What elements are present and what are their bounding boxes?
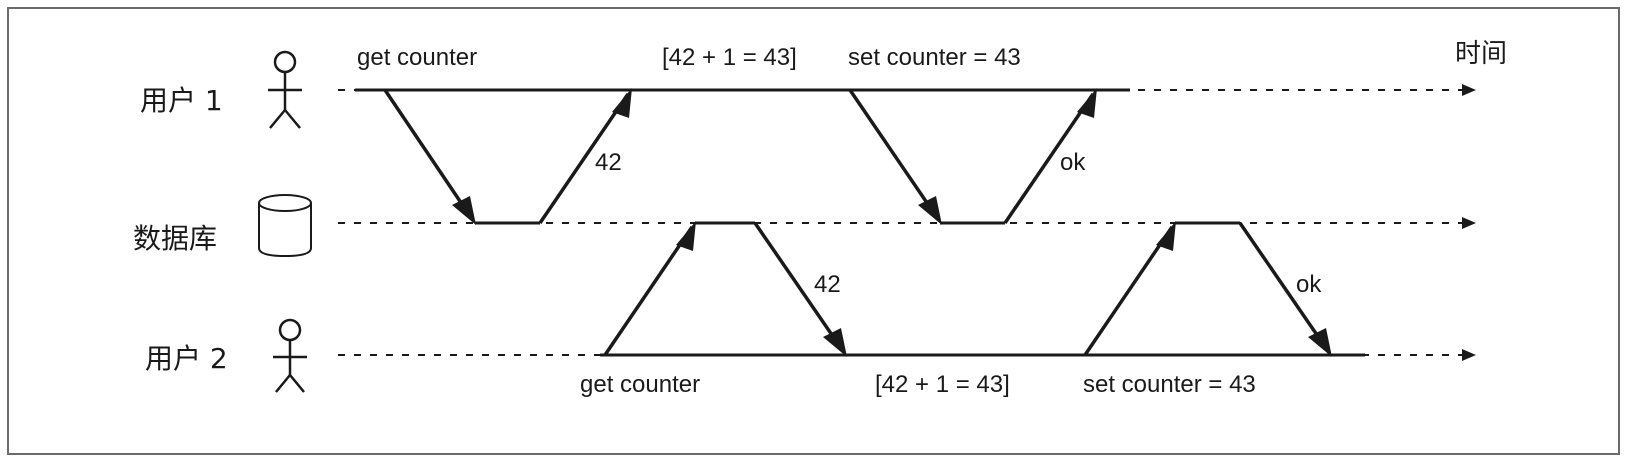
- u2-set-request-arrow: [1083, 226, 1174, 356]
- time-label: 时间: [1455, 39, 1507, 69]
- u1-get-request-arrow: [383, 89, 474, 220]
- u2-read-response-label: 42: [814, 271, 841, 298]
- person-icon: [268, 50, 302, 129]
- user1-timeline-arrowhead: [1462, 84, 1476, 96]
- u1-set-label: set counter = 43: [848, 44, 1021, 71]
- arrowhead: [676, 221, 696, 251]
- arrowhead: [1156, 221, 1176, 251]
- u2-get-request-arrow: [603, 226, 694, 356]
- row-label-user1: 用户 1: [140, 84, 223, 117]
- u2-ok-response-arrow: [1238, 222, 1330, 352]
- u2-read-response-arrow: [753, 222, 845, 352]
- person-icon: [273, 318, 307, 393]
- u1-get-label: get counter: [357, 44, 477, 71]
- u2-compute-label: [42 + 1 = 43]: [875, 371, 1010, 398]
- u1-read-response-label: 42: [595, 149, 622, 176]
- u2-get-label: get counter: [580, 371, 700, 398]
- arrowhead: [918, 196, 942, 225]
- u1-set-request-arrow: [848, 89, 940, 220]
- u2-set-label: set counter = 43: [1083, 371, 1256, 398]
- u1-write-response-label: ok: [1060, 149, 1086, 176]
- u1-ok-response-arrow: [1003, 93, 1095, 224]
- diagram-border: [7, 7, 1620, 455]
- arrowhead: [1308, 328, 1332, 357]
- row-label-user2: 用户 2: [145, 342, 228, 375]
- arrowhead: [1077, 88, 1097, 118]
- database-timeline-arrowhead: [1462, 217, 1476, 229]
- u1-compute-label: [42 + 1 = 43]: [662, 44, 797, 71]
- user2-timeline-arrowhead: [1462, 349, 1476, 361]
- u1-read-response-arrow: [538, 93, 630, 224]
- arrowhead: [452, 196, 476, 225]
- arrowhead: [823, 328, 847, 357]
- database-cylinder-icon: [258, 194, 312, 258]
- arrowhead: [612, 88, 632, 118]
- row-label-database: 数据库: [133, 222, 217, 255]
- u2-write-response-label: ok: [1296, 271, 1322, 298]
